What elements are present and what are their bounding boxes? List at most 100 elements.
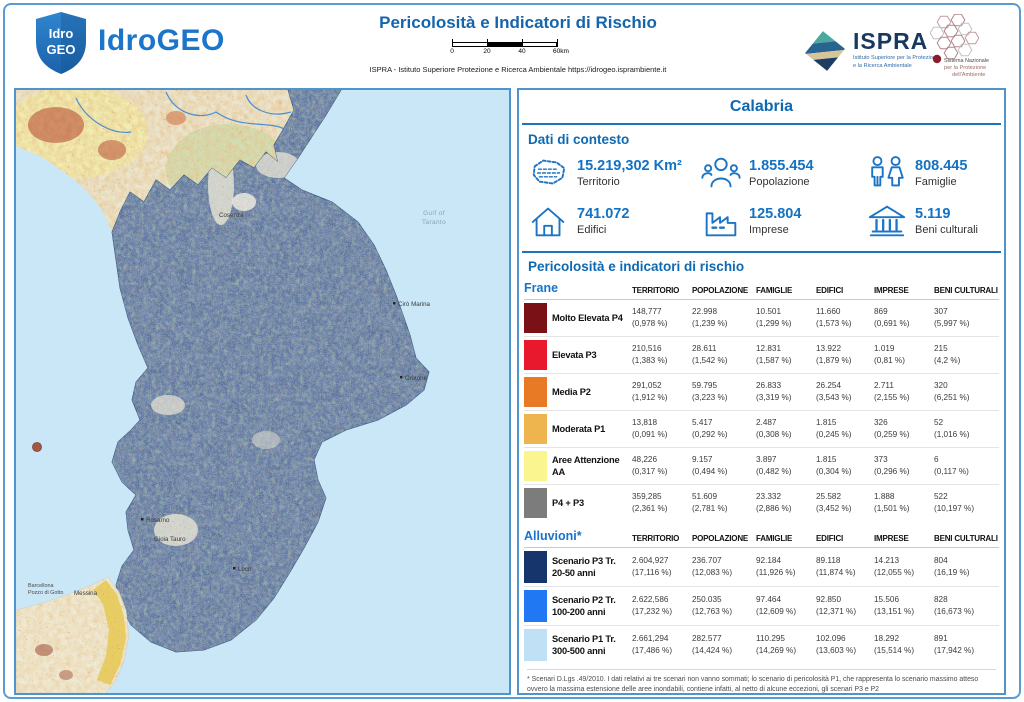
hazard-map[interactable]: Gulf of Taranto Cirò Marina Crotone Rosa… — [14, 88, 511, 695]
hazard-cell: 26.833 (3,319 %) — [756, 380, 792, 402]
hazard-row-label: P4 + P3 — [524, 488, 632, 518]
hazard-cell: 250.035 (12,763 %) — [692, 594, 733, 616]
hazard-cell: 11.660 (1,573 %) — [816, 306, 852, 328]
col-beni-culturali: BENI CULTURALI — [934, 534, 998, 543]
hazard-cell: 92.184 (11,926 %) — [756, 555, 796, 577]
scale-tick-20: 20 — [483, 48, 491, 55]
hazard-row-label-text: Elevata P3 — [552, 349, 597, 360]
hazard-row-label: Scenario P3 Tr. 20-50 anni — [524, 551, 632, 583]
hazard-cell: 9.157 (0,494 %) — [692, 454, 728, 476]
hazard-row-label: Aree Attenzione AA — [524, 451, 632, 481]
population-icon — [701, 157, 741, 188]
hazard-row: Moderata P1 13,818 (0,091 %) 5.417 (0,292 %)… — [524, 410, 999, 447]
hazard-row-label: Moderata P1 — [524, 414, 632, 444]
stat-popolazione: 1.855.454 Popolazione — [700, 153, 866, 193]
hazard-row: Scenario P3 Tr. 20-50 anni 2.604,927 (17,1… — [524, 548, 999, 586]
hazard-cell: 1.815 (0,245 %) — [816, 417, 852, 439]
hazard-row-label: Molto Elevata P4 — [524, 303, 632, 333]
hazard-cell: 148,777 (0,978 %) — [632, 306, 668, 328]
hazard-cell: 2.661,294 (17,486 %) — [632, 633, 673, 655]
hazard-cell: 291,052 (1,912 %) — [632, 380, 668, 402]
families-icon — [871, 156, 904, 187]
snpa-dot-icon — [932, 54, 942, 64]
ispra-tagline-1: Istituto Superiore per la Protezione — [853, 55, 940, 61]
city-label-messina: Messina — [74, 590, 98, 597]
hazard-cell: 52 (1,016 %) — [934, 417, 970, 439]
hazard-row: P4 + P3 359,285 (2,361 %) 51.609 (2,781 %) 23… — [524, 484, 999, 521]
hazard-row-label-text: Aree Attenzione AA — [552, 454, 620, 477]
risk-section-title: Pericolosità e indicatori di rischio — [528, 259, 745, 274]
hazard-cell: 110.295 (14,269 %) — [756, 633, 797, 655]
city-label-cosenza: Cosenza — [219, 212, 244, 219]
city-label-rosarno: Rosarno — [146, 517, 170, 524]
frane-table-body: Molto Elevata P4 148,777 (0,978 %) 22.998 (1… — [524, 300, 999, 521]
hazard-cell: 891 (17,942 %) — [934, 633, 975, 655]
app-name[interactable]: IdroGEO — [98, 24, 225, 57]
hazard-cell: 25.582 (3,452 %) — [816, 491, 852, 513]
hazard-cell: 828 (16,673 %) — [934, 594, 975, 616]
hazard-cell: 89.118 (11,874 %) — [816, 555, 856, 577]
hazard-cell: 18.292 (15,514 %) — [874, 633, 915, 655]
hazard-cell: 26.254 (3,543 %) — [816, 380, 852, 402]
hazard-cell: 1.019 (0,81 %) — [874, 343, 905, 365]
col-territorio: TERRITORIO — [632, 534, 680, 543]
hazard-cell: 1.815 (0,304 %) — [816, 454, 852, 476]
hazard-row-label: Media P2 — [524, 377, 632, 407]
snpa-line-1: Sistema Nazionale — [944, 58, 989, 64]
header: Idro GEO IdroGEO Pericolosità e Indicato… — [0, 0, 1024, 86]
divider — [522, 251, 1001, 253]
hazard-color-swatch — [524, 590, 547, 622]
alluvioni-table-body: Scenario P3 Tr. 20-50 anni 2.604,927 (17,1… — [524, 548, 999, 664]
hazard-cell: 307 (5,997 %) — [934, 306, 970, 328]
hazard-cell: 97.464 (12,609 %) — [756, 594, 797, 616]
stat-edifici: 741.072 Edifici — [528, 201, 700, 241]
shield-line2: GEO — [47, 42, 76, 57]
scale-tick-0: 0 — [450, 48, 454, 55]
hazard-row: Aree Attenzione AA 48,226 (0,317 %) 9.157 (0… — [524, 447, 999, 484]
stromboli-island — [32, 442, 42, 452]
scenario-footnote: * Scenari D.Lgs .49/2010. I dati relativ… — [527, 669, 996, 693]
frane-table-header: Frane TERRITORIO POPOLAZIONE FAMIGLIE ED… — [524, 278, 999, 300]
ispra-tagline-2: e la Ricerca Ambientale — [853, 62, 912, 69]
hazard-cell: 23.332 (2,886 %) — [756, 491, 792, 513]
attribution-line: ISPRA - Istituto Superiore Protezione e … — [369, 65, 667, 74]
ispra-mark-icon — [804, 30, 846, 72]
hazard-cell: 2.711 (2,155 %) — [874, 380, 910, 402]
hazard-cell: 51.609 (2,781 %) — [692, 491, 728, 513]
hazard-cell: 282.577 (14,424 %) — [692, 633, 733, 655]
context-section-title: Dati di contesto — [528, 132, 630, 147]
stat-label: Famiglie — [915, 175, 957, 188]
col-famiglie: FAMIGLIE — [756, 286, 793, 295]
hazard-cell: 14.213 (12,055 %) — [874, 555, 915, 577]
hazard-cell: 102.096 (13,603 %) — [816, 633, 857, 655]
hazard-cell: 2.604,927 (17,116 %) — [632, 555, 672, 577]
stat-famiglie: 808.445 Famiglie — [866, 153, 1000, 193]
buildings-icon — [531, 207, 565, 237]
idrogeo-logo[interactable]: Idro GEO — [34, 11, 88, 75]
hazard-cell: 869 (0,691 %) — [874, 306, 910, 328]
hazard-row: Elevata P3 210,516 (1,383 %) 28.611 (1,542 %… — [524, 336, 999, 373]
shield-line1: Idro — [49, 26, 74, 41]
snpa-line-2: per la Protezione — [944, 65, 986, 71]
hazard-cell: 320 (6,251 %) — [934, 380, 970, 402]
col-beni-culturali: BENI CULTURALI — [934, 286, 998, 295]
col-territorio: TERRITORIO — [632, 286, 680, 295]
hazard-cell: 326 (0,259 %) — [874, 417, 910, 439]
hazard-cell: 15.506 (13,151 %) — [874, 594, 915, 616]
hazard-color-swatch — [524, 551, 547, 583]
territory-icon — [532, 159, 566, 185]
hazard-row-label-text: Scenario P2 Tr. 100-200 anni — [552, 594, 616, 617]
hazard-cell: 13,818 (0,091 %) — [632, 417, 668, 439]
frane-title: Frane — [524, 281, 559, 295]
hazard-row-label-text: Molto Elevata P4 — [552, 312, 623, 323]
hazard-cell: 5.417 (0,292 %) — [692, 417, 728, 439]
hazard-row: Media P2 291,052 (1,912 %) 59.795 (3,223 %) 2… — [524, 373, 999, 410]
companies-icon — [705, 212, 737, 237]
snpa-line-3: dell'Ambiente — [952, 72, 985, 78]
stat-value: 808.445 — [915, 158, 968, 175]
hazard-row-label-text: Media P2 — [552, 386, 591, 397]
city-label-barcellona-line2: Pozzo di Gotto — [28, 590, 63, 596]
hazard-color-swatch — [524, 629, 547, 661]
hazard-color-swatch — [524, 377, 547, 407]
hazard-row-label: Scenario P1 Tr. 300-500 anni — [524, 629, 632, 661]
